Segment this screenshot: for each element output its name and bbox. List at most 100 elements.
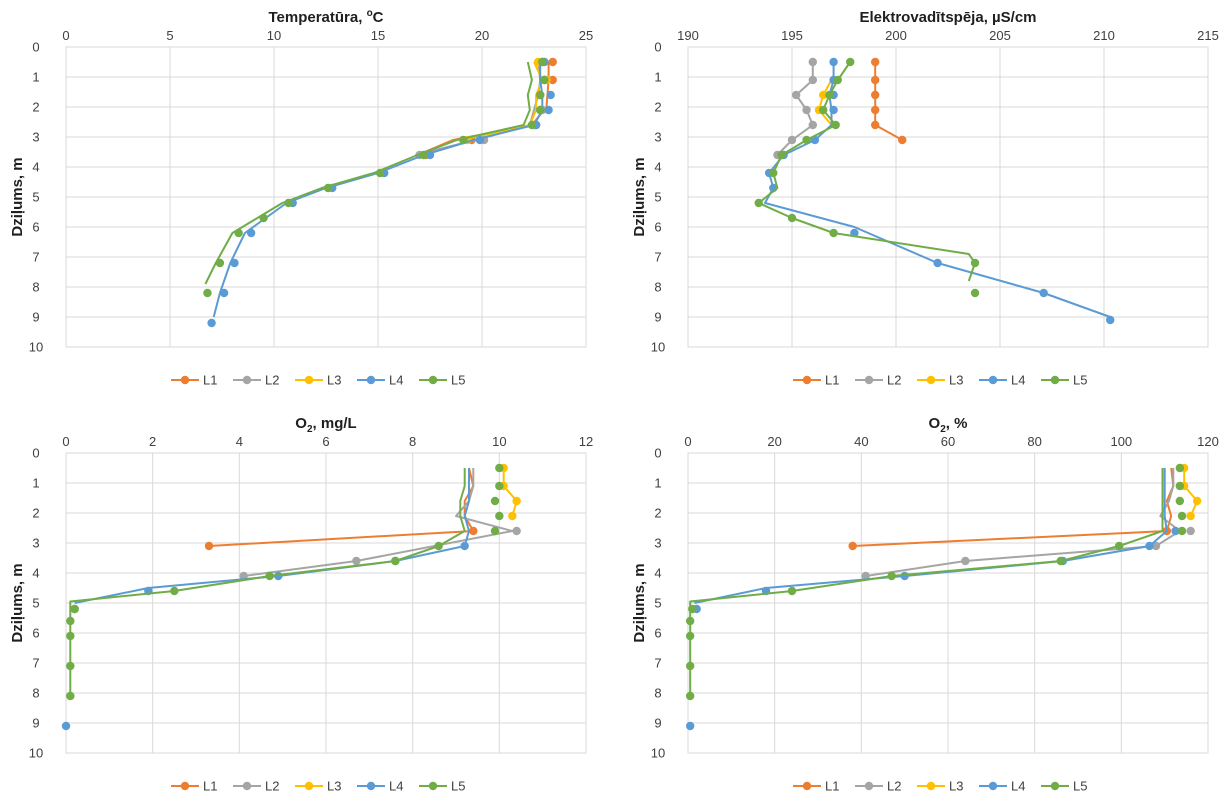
series-line [208, 467, 475, 547]
legend-item-l5: L5 [419, 779, 465, 794]
data-point [829, 57, 838, 67]
data-point [685, 721, 695, 731]
legend-marker [180, 375, 190, 385]
data-point [170, 586, 179, 596]
data-point [1192, 496, 1202, 506]
legend-item-l4: L4 [357, 779, 403, 794]
series-line [1183, 468, 1199, 517]
x-tick-label: 210 [1093, 28, 1115, 43]
data-point [61, 721, 71, 731]
legend-marker [366, 375, 376, 385]
y-tick-label: 6 [654, 220, 661, 235]
data-point [391, 556, 400, 566]
data-point [825, 90, 834, 100]
chart-title-main: O [295, 415, 307, 432]
y-tick-label: 1 [654, 70, 661, 85]
y-tick-label: 1 [654, 476, 661, 491]
x-tick-label: 12 [579, 434, 593, 449]
legend-label: L3 [327, 373, 341, 388]
data-point [527, 120, 537, 130]
data-point [1056, 556, 1065, 566]
x-tick-label: 200 [885, 28, 907, 43]
legend-item-l3: L3 [295, 779, 341, 794]
data-point [490, 526, 500, 536]
x-tick-label: 15 [371, 28, 385, 43]
oxygen-percent-chart: 0 20 40 60 80 100 120 0 1 2 3 4 5 6 7 8 9 10 O2, % Dziļums,… [622, 406, 1221, 803]
legend-item-l5: L5 [419, 373, 465, 388]
y-tick-label: 2 [32, 100, 39, 115]
chart-title-tail: C [373, 9, 384, 26]
y-axis-title: Dziļums, m [9, 157, 26, 236]
data-point [861, 571, 870, 581]
series-l4 [764, 57, 1115, 325]
data-point [1175, 463, 1185, 473]
legend-marker [304, 781, 314, 791]
legend-item-l2: L2 [855, 779, 901, 794]
series-line [69, 468, 466, 696]
data-point [375, 168, 385, 178]
y-tick-label: 8 [654, 280, 661, 295]
legend-marker [428, 781, 438, 791]
y-axis-title: Dziļums, m [631, 563, 648, 642]
data-point [819, 105, 828, 115]
series-l2 [773, 57, 817, 160]
data-point [259, 213, 268, 223]
legend-label: L3 [949, 779, 963, 794]
data-point [808, 75, 817, 85]
x-tick-label: 0 [62, 434, 69, 449]
legend-item-l1: L1 [793, 373, 839, 388]
y-tick-label: 7 [654, 656, 661, 671]
y-tick-label: 8 [654, 686, 661, 701]
legend-item-l1: L1 [793, 779, 839, 794]
data-point [548, 75, 557, 85]
chart-title-subscript: 2 [940, 424, 946, 435]
legend-label: L1 [203, 373, 217, 388]
data-point [434, 541, 443, 551]
legend-marker [988, 375, 998, 385]
series-l1 [204, 467, 478, 551]
chart-title-tail: , % [946, 415, 968, 432]
x-tick-label: 190 [677, 28, 699, 43]
y-tick-label: 7 [32, 656, 39, 671]
data-point [323, 183, 333, 193]
chart-title: O2, mg/L [295, 415, 356, 435]
y-tick-label: 7 [654, 250, 661, 265]
legend-marker [1050, 781, 1060, 791]
legend-label: L2 [265, 779, 279, 794]
series-line [865, 468, 1181, 577]
y-tick-label: 9 [654, 310, 661, 325]
legend-label: L4 [1011, 373, 1025, 388]
data-point [802, 105, 811, 115]
y-tick-label: 8 [32, 686, 39, 701]
data-point [1186, 511, 1195, 521]
data-point [1151, 541, 1161, 551]
x-tick-label: 10 [492, 434, 506, 449]
series-l3 [499, 463, 521, 521]
legend-item-l4: L4 [979, 779, 1025, 794]
data-point [819, 90, 828, 100]
x-tick-label: 195 [781, 28, 803, 43]
data-point [970, 288, 980, 298]
data-point [769, 168, 778, 178]
y-tick-label: 0 [654, 446, 661, 461]
legend-label: L3 [327, 779, 341, 794]
y-tick-label: 4 [32, 566, 39, 581]
data-point [688, 604, 697, 614]
data-point [536, 105, 545, 115]
data-point [536, 90, 545, 100]
data-point [284, 198, 293, 208]
x-tick-label: 80 [1027, 434, 1041, 449]
legend-label: L1 [203, 779, 217, 794]
data-point [66, 616, 75, 626]
data-point [1114, 541, 1124, 551]
data-point [871, 120, 880, 130]
data-point [1175, 496, 1185, 506]
data-point [459, 135, 468, 145]
legend-marker [180, 781, 190, 791]
series-line [694, 468, 1168, 604]
legend-label: L5 [451, 779, 465, 794]
data-point [808, 120, 817, 130]
data-point [215, 258, 225, 268]
